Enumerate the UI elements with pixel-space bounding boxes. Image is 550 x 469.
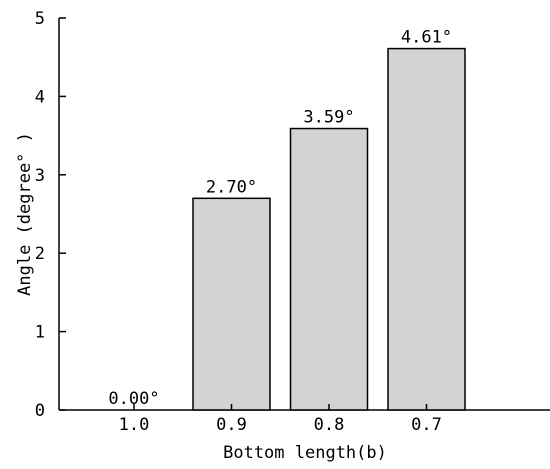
- data-label: 4.61°: [401, 28, 452, 48]
- bar-0.8: [289, 127, 369, 411]
- x-axis-title: Bottom length(b): [223, 443, 387, 463]
- y-tick-label: 4: [35, 87, 45, 107]
- y-tick-label: 5: [35, 9, 45, 29]
- y-tick-label: 2: [35, 244, 45, 264]
- y-ticks: 0 1 2 3 4 5: [35, 9, 66, 421]
- x-tick-label: 0.9: [216, 415, 247, 435]
- y-tick-label: 1: [35, 323, 45, 343]
- data-label: 3.59°: [303, 108, 354, 128]
- data-label: 2.70°: [206, 177, 257, 197]
- y-tick-label: 0: [35, 401, 45, 421]
- y-tick-label: 3: [35, 166, 45, 186]
- x-ticks: 1.0 0.9 0.8 0.7: [119, 404, 442, 435]
- data-label: 0.00°: [108, 389, 159, 409]
- plot-area: 0 1 2 3 4 5 0.00° 2.70° 3.59° 4.61° 1.0 0.9 0.8 0.7: [35, 9, 550, 435]
- y-axis-title: Angle (degree° ): [15, 132, 35, 296]
- bar-0.9: [192, 197, 271, 411]
- x-tick-label: 1.0: [119, 415, 150, 435]
- x-tick-label: 0.7: [411, 415, 442, 435]
- x-tick-label: 0.8: [314, 415, 345, 435]
- bar-0.7: [387, 47, 466, 411]
- bars: 0.00° 2.70° 3.59° 4.61°: [108, 28, 466, 411]
